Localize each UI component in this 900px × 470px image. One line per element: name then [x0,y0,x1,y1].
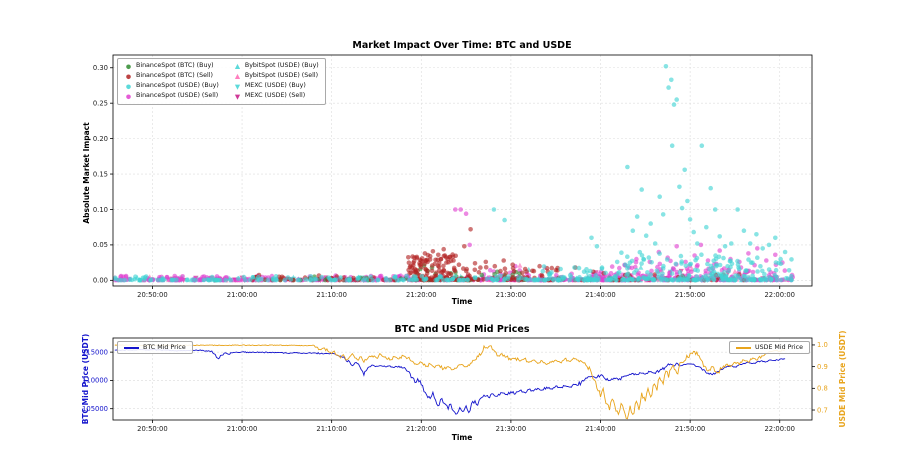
btc-line-legend: BTC Mid Price [117,341,193,354]
svg-text:110000: 110000 [82,377,108,385]
top-chart-ylabel: Absolute Market Impact [82,122,91,224]
circle-marker-icon [126,84,131,90]
btc-legend-label: BTC Mid Price [143,344,186,351]
legend-entry-label: MEXC (USDE) (Buy) [244,82,306,90]
circle-marker-icon [126,94,131,100]
bottom-right-axis: 0.7 0.8 0.9 1.0 [812,341,828,414]
svg-text:21:20:00: 21:20:00 [406,425,437,433]
plots-layer: 0.00 0.05 0.10 0.15 0.20 0.25 0.30 20:50:00 21:0… [82,54,828,433]
top-x-axis: 20:50:00 21:00:00 21:10:00 21:20:00 21:30:00… [137,286,795,299]
scatter-series-binance_usde_buy [113,64,794,283]
svg-text:22:00:00: 22:00:00 [764,291,795,299]
usde-line-legend: USDE Mid Price [729,341,810,354]
svg-text:0.20: 0.20 [93,135,108,143]
circle-marker-icon [126,74,131,80]
svg-text:0.8: 0.8 [817,385,828,393]
legend-entry-bybit_usde_sell: BybitSpot (USDE) (Sell) [233,72,319,81]
svg-text:22:00:00: 22:00:00 [764,425,795,433]
legend-entry-label: BinanceSpot (BTC) (Sell) [136,72,213,80]
svg-text:21:40:00: 21:40:00 [585,425,616,433]
circle-marker-icon [126,64,131,70]
legend-entry-bybit_usde_buy: BybitSpot (USDE) (Buy) [233,62,319,71]
btc-line-sample [124,346,139,349]
svg-text:20:50:00: 20:50:00 [137,425,168,433]
svg-text:0.30: 0.30 [93,64,108,72]
bottom-left-axis: 105000 110000 115000 [82,348,113,413]
svg-text:105000: 105000 [82,405,108,413]
grid [113,338,812,420]
triangle-down-marker-icon [234,84,240,90]
legend-entry-label: MEXC (USDE) (Sell) [244,92,306,100]
top-scatter [112,64,795,283]
svg-text:21:20:00: 21:20:00 [406,291,437,299]
svg-text:0.7: 0.7 [817,406,828,414]
svg-text:21:30:00: 21:30:00 [496,425,527,433]
triangle-up-marker-icon [234,73,240,79]
legend-entry-binance_btc_sell: BinanceSpot (BTC) (Sell) [124,72,219,81]
legend-entry-label: BinanceSpot (USDE) (Buy) [136,82,219,90]
legend-entry-label: BybitSpot (USDE) (Sell) [244,72,319,80]
usde-legend-label: USDE Mid Price [755,344,803,351]
btc-axis-label: BTC Mid Price (USDT) [81,334,90,425]
svg-text:21:10:00: 21:10:00 [316,291,347,299]
svg-text:21:00:00: 21:00:00 [227,291,258,299]
line-usde [114,344,786,420]
legend-entry-label: BinanceSpot (USDE) (Sell) [136,92,219,100]
bottom-x-axis: 20:50:00 21:00:00 21:10:00 21:20:00 21:30:00… [137,420,795,433]
legend-entry-mexc_usde_buy: MEXC (USDE) (Buy) [233,82,319,91]
svg-text:21:50:00: 21:50:00 [675,425,706,433]
triangle-up-marker-icon [234,63,240,69]
legend-entry-binance_btc_buy: BinanceSpot (BTC) (Buy) [124,62,219,71]
svg-text:0.00: 0.00 [93,277,108,285]
svg-text:21:30:00: 21:30:00 [496,291,527,299]
svg-text:0.10: 0.10 [93,206,108,214]
svg-text:0.9: 0.9 [817,363,828,371]
svg-text:21:00:00: 21:00:00 [227,425,258,433]
svg-text:0.15: 0.15 [93,170,108,178]
usde-line-sample [736,346,751,349]
svg-text:21:10:00: 21:10:00 [316,425,347,433]
svg-text:21:40:00: 21:40:00 [585,291,616,299]
bottom-chart-title: BTC and USDE Mid Prices [395,324,530,335]
legend-entry-mexc_usde_sell: MEXC (USDE) (Sell) [233,92,319,101]
svg-text:1.0: 1.0 [817,341,828,349]
svg-text:0.05: 0.05 [93,241,108,249]
top-chart-title: Market Impact Over Time: BTC and USDE [352,40,571,51]
top-chart-xlabel: Time [452,297,473,306]
top-chart-legend: BinanceSpot (BTC) (Buy) BinanceSpot (BTC)… [117,58,326,105]
legend-entry-label: BybitSpot (USDE) (Buy) [244,62,319,70]
triangle-down-marker-icon [234,94,240,100]
line-btc [114,348,786,415]
legend-entry-binance_usde_buy: BinanceSpot (USDE) (Buy) [124,82,219,91]
bottom-chart-xlabel: Time [452,433,473,442]
svg-text:21:50:00: 21:50:00 [675,291,706,299]
svg-text:115000: 115000 [82,348,108,356]
svg-text:0.25: 0.25 [93,99,108,107]
svg-text:20:50:00: 20:50:00 [137,291,168,299]
mid-price-lines [114,344,786,420]
legend-entry-label: BinanceSpot (BTC) (Buy) [136,62,214,70]
usde-axis-label: USDE Mid Price (USDT) [838,330,847,427]
top-y-axis: 0.00 0.05 0.10 0.15 0.20 0.25 0.30 [93,64,113,285]
legend-entry-binance_usde_sell: BinanceSpot (USDE) (Sell) [124,92,219,101]
